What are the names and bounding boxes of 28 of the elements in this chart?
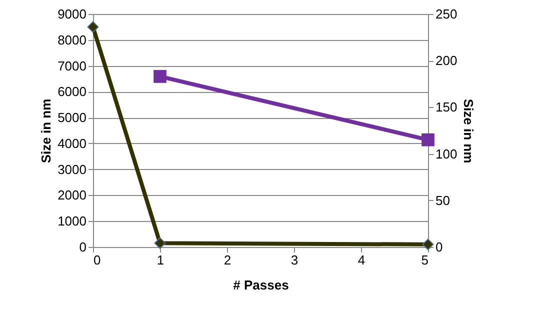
point: [154, 237, 166, 249]
y-tick-label: 5000: [58, 110, 86, 126]
x-tick-label: 1: [156, 252, 164, 268]
x-axis-title: # Passes: [233, 278, 289, 292]
y2-tick-label: 150: [436, 100, 458, 115]
x-tick-label: 0: [94, 252, 101, 268]
y2-tick-label: 50: [436, 192, 450, 208]
point: [87, 21, 99, 33]
x-tick-label: 5: [421, 252, 428, 268]
x-tick-label: 2: [224, 252, 232, 268]
y2-tick-label: 0: [436, 240, 443, 254]
y-tick-label: 0: [79, 240, 86, 254]
y-tick-label: 1000: [58, 214, 86, 229]
y-tick-label: 8000: [58, 32, 86, 48]
x-tick-label: 3: [290, 252, 298, 268]
y-tick-label: 7000: [58, 58, 86, 74]
point: [422, 238, 434, 250]
y-tick-label: 4000: [58, 136, 86, 151]
y2-tick-label: 250: [436, 6, 458, 22]
y-tick-label: 9000: [58, 6, 86, 22]
y-tick-label: 3000: [58, 162, 86, 177]
y-tick-label: 6000: [58, 84, 86, 100]
x-tick-label: 4: [358, 252, 366, 268]
y2-axis-title: Size in nm: [461, 98, 476, 164]
y-tick-label: 2000: [58, 188, 86, 203]
y-axis-title: Size in nm: [38, 98, 54, 164]
y2-tick-label: 100: [436, 146, 458, 162]
y2-tick-label: 200: [436, 53, 458, 68]
